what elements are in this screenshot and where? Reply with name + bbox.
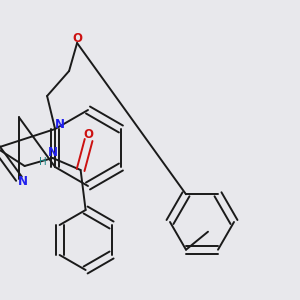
- Text: H: H: [39, 157, 46, 167]
- Text: N: N: [18, 175, 28, 188]
- Text: N: N: [55, 118, 65, 131]
- Text: N: N: [48, 146, 58, 158]
- Text: O: O: [72, 32, 82, 44]
- Text: O: O: [84, 128, 94, 140]
